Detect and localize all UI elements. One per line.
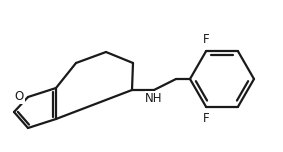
Text: F: F — [203, 112, 209, 125]
Text: F: F — [203, 33, 209, 46]
Text: NH: NH — [145, 92, 163, 105]
Text: O: O — [15, 90, 24, 104]
